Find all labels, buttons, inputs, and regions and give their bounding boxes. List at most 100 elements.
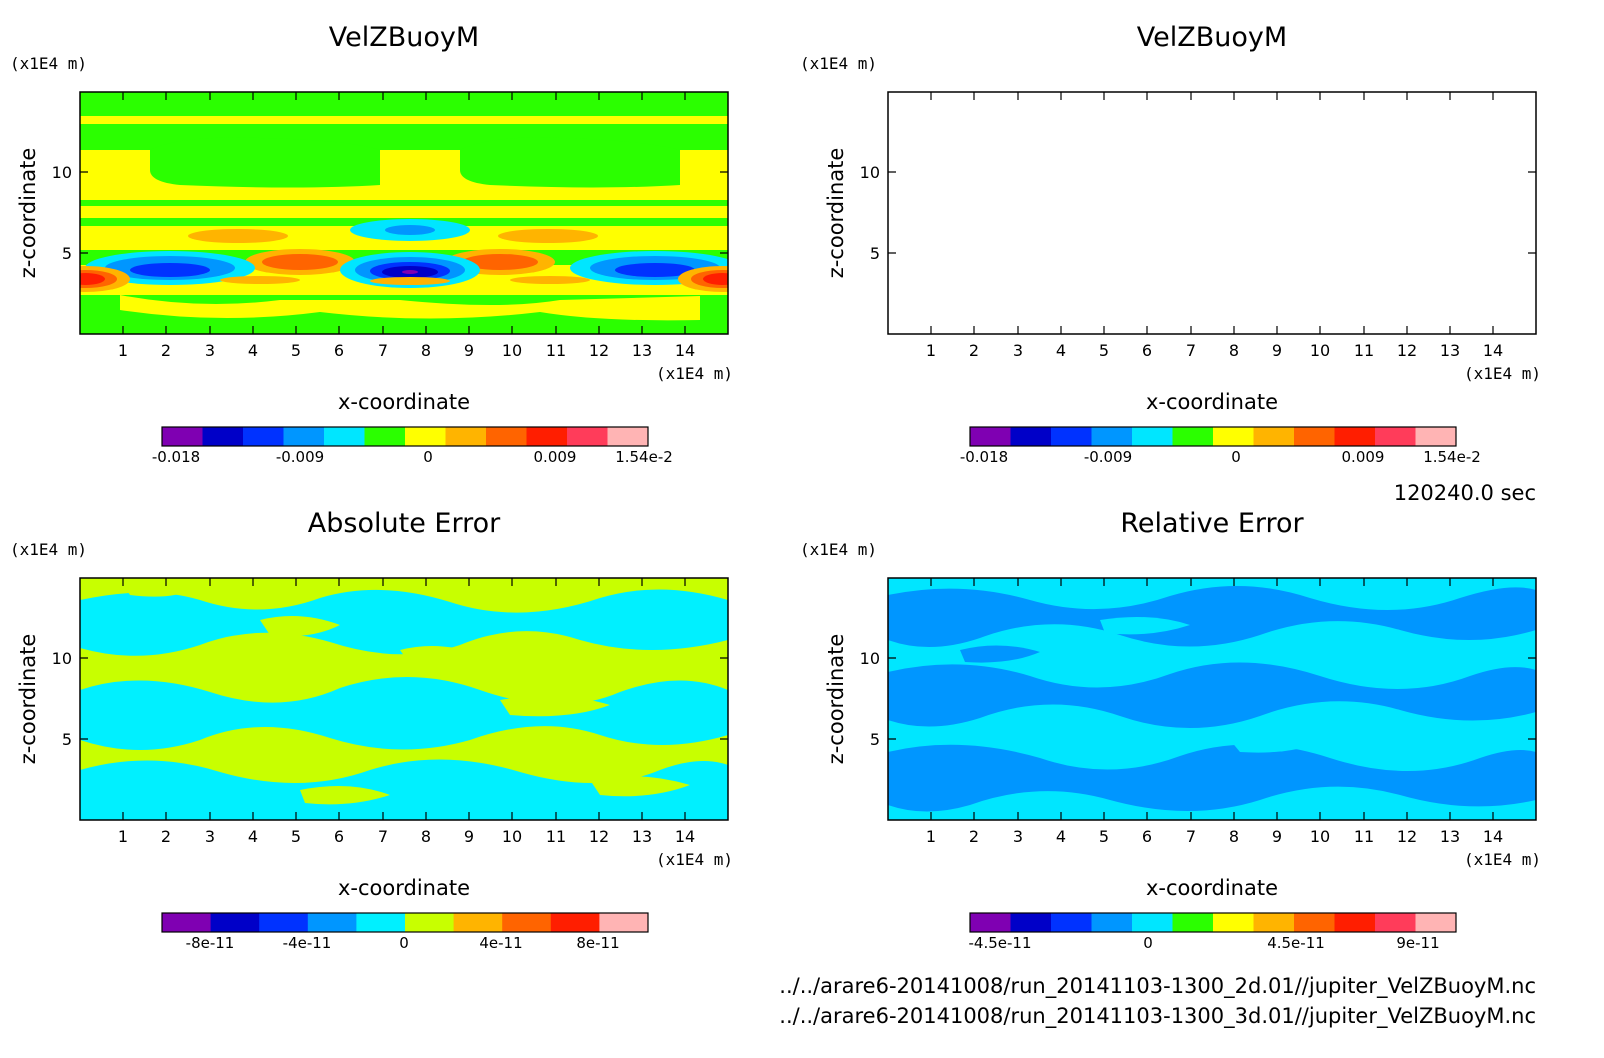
panel-absolute-error: Absolute Error (x1E4 m) 1 2 3 4 5 6 [10, 508, 733, 952]
x-tick-label: 1 [118, 341, 128, 360]
colorbar-segment [1375, 427, 1416, 446]
x-tick-label: 6 [1142, 341, 1152, 360]
colorbar-segment [1375, 913, 1416, 932]
colorbar-segment [1051, 913, 1092, 932]
chart-title: VelZBuoyM [329, 22, 479, 53]
colorbar-segment [162, 427, 203, 446]
x-tick-label: 9 [464, 827, 474, 846]
x-tick-label: 3 [1013, 341, 1023, 360]
colorbar-segment [453, 913, 503, 932]
colorbar-label: 8e-11 [576, 934, 619, 952]
plot-frame [79, 91, 729, 335]
colorbar-segment [202, 427, 244, 446]
x-tick-label: 13 [1440, 827, 1460, 846]
x-tick-label: 4 [1056, 341, 1066, 360]
colorbar-label: 1.54e-2 [1423, 448, 1481, 466]
x-tick-label: 10 [502, 341, 522, 360]
contour-field [80, 92, 728, 334]
y-tick-label: 10 [860, 163, 880, 182]
colorbar-segment [1091, 913, 1133, 932]
y-tick-label: 5 [62, 244, 72, 263]
x-tick-label: 7 [1186, 341, 1196, 360]
y-tick-label: 5 [62, 730, 72, 749]
colorbar-labels: -0.018 -0.009 0 0.009 1.54e-2 [152, 448, 673, 466]
colorbar-label: 0 [1231, 448, 1241, 466]
chart-title: VelZBuoyM [1137, 22, 1287, 53]
colorbar-segment [1172, 913, 1214, 932]
colorbar-frame [161, 426, 649, 447]
x-ticks [80, 92, 728, 334]
x-axis-label: x-coordinate [338, 390, 470, 414]
colorbar-segment [364, 427, 406, 446]
x-tick-label: 11 [546, 341, 566, 360]
x-tick-label: 14 [675, 827, 695, 846]
x-tick-label: 5 [1099, 827, 1109, 846]
colorbar-segment [259, 913, 309, 932]
colorbar-segment [1132, 427, 1173, 446]
x-tick-labels: 1 2 3 4 5 6 7 8 9 10 11 12 13 14 [926, 341, 1503, 360]
x-tick-label: 13 [1440, 341, 1460, 360]
plot-frame [887, 577, 1537, 821]
x-tick-label: 7 [378, 341, 388, 360]
x-unit-label: (x1E4 m) [1464, 364, 1541, 383]
colorbar-segment [599, 913, 649, 932]
x-tick-label: 13 [632, 341, 652, 360]
x-tick-label: 11 [1354, 341, 1374, 360]
colorbar-segment [210, 913, 260, 932]
colorbar-segment [324, 427, 365, 446]
x-tick-label: 7 [1186, 827, 1196, 846]
x-tick-label: 3 [205, 341, 215, 360]
colorbar-label: 1.54e-2 [615, 448, 673, 466]
x-tick-label: 9 [1272, 827, 1282, 846]
colorbar-segment [356, 913, 406, 932]
colorbar-segment [1253, 913, 1295, 932]
colorbar-segment [1010, 913, 1052, 932]
time-label: 120240.0 sec [1394, 481, 1536, 505]
colorbar-labels: -0.018 -0.009 0 0.009 1.54e-2 [960, 448, 1481, 466]
x-tick-label: 12 [589, 341, 609, 360]
x-tick-label: 8 [421, 827, 431, 846]
x-tick-labels: 1 2 3 4 5 6 7 8 9 10 11 12 13 14 [118, 827, 695, 846]
x-tick-label: 5 [291, 341, 301, 360]
colorbar-label: 4.5e-11 [1267, 934, 1325, 952]
x-tick-label: 2 [161, 827, 171, 846]
colorbar-segment [970, 913, 1011, 932]
x-tick-label: 11 [546, 827, 566, 846]
x-tick-label: 10 [1310, 827, 1330, 846]
colorbar-segment [1334, 913, 1376, 932]
panel-relative-error: Relative Error (x1E4 m) 1 2 3 4 5 6 7 8 … [800, 508, 1541, 952]
colorbar-segment [1294, 427, 1335, 446]
y-axis-label: z-coordinate [824, 148, 848, 279]
panel-velzbuoym-left: VelZBuoyM (x1E4 m) [10, 22, 733, 466]
x-ticks [888, 92, 1536, 334]
x-tick-label: 12 [589, 827, 609, 846]
x-tick-label: 13 [632, 827, 652, 846]
y-unit-label: (x1E4 m) [800, 540, 877, 559]
x-tick-label: 8 [1229, 341, 1239, 360]
colorbar-frame [161, 912, 649, 933]
x-unit-label: (x1E4 m) [656, 364, 733, 383]
colorbar-segment [307, 913, 357, 932]
chart-title: Absolute Error [308, 508, 501, 539]
colorbar-segment [1213, 427, 1254, 446]
colorbar-segment [1415, 913, 1457, 932]
contour-field [848, 92, 1576, 334]
plot-frame [79, 577, 729, 821]
colorbar-label: 0 [1143, 934, 1153, 952]
colorbar-segment [567, 427, 608, 446]
colorbar-label: 0 [399, 934, 409, 952]
colorbar-label: -0.009 [1084, 448, 1132, 466]
x-axis-label: x-coordinate [1146, 390, 1278, 414]
colorbar-label: -0.009 [276, 448, 324, 466]
colorbar-segment [1172, 427, 1214, 446]
x-tick-label: 9 [1272, 341, 1282, 360]
x-tick-label: 6 [334, 827, 344, 846]
colorbar-segment [1091, 427, 1133, 446]
y-tick-label: 5 [870, 244, 880, 263]
colorbar-segment [607, 427, 649, 446]
colorbar-segment [405, 427, 446, 446]
colorbar-segment [445, 427, 487, 446]
panel-velzbuoym-right: VelZBuoyM (x1E4 m) [800, 22, 1576, 505]
x-tick-label: 8 [1229, 827, 1239, 846]
